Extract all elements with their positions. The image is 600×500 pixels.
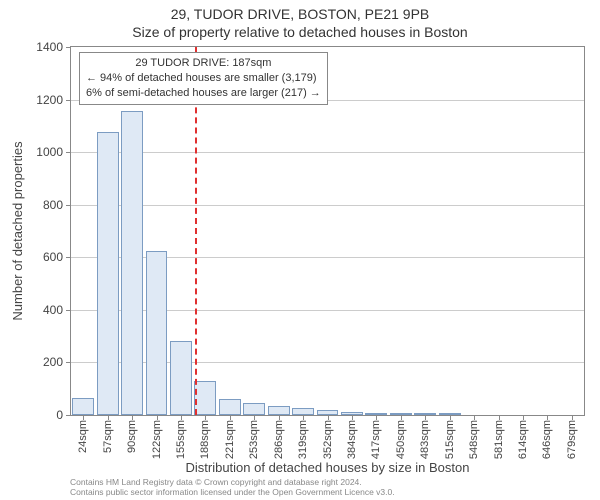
xtick-label: 24sqm bbox=[77, 420, 89, 453]
xtick-label: 253sqm bbox=[248, 420, 260, 459]
figure-title-line2: Size of property relative to detached ho… bbox=[0, 24, 600, 40]
xtick-label: 646sqm bbox=[541, 420, 553, 459]
ytick-mark bbox=[66, 257, 71, 258]
gridline-h bbox=[71, 205, 584, 206]
annotation-line2: ← 94% of detached houses are smaller (3,… bbox=[86, 71, 321, 86]
xtick-label: 417sqm bbox=[370, 420, 382, 459]
xtick-label: 122sqm bbox=[151, 420, 163, 459]
x-axis-label: Distribution of detached houses by size … bbox=[70, 460, 585, 475]
chart-plot-area: 020040060080010001200140024sqm57sqm90sqm… bbox=[70, 46, 585, 416]
ytick-mark bbox=[66, 100, 71, 101]
xtick-label: 319sqm bbox=[297, 420, 309, 459]
ytick-label: 1400 bbox=[36, 40, 63, 54]
ytick-label: 600 bbox=[43, 250, 63, 264]
histogram-bar bbox=[219, 399, 241, 415]
xtick-label: 352sqm bbox=[322, 420, 334, 459]
figure-root: 29, TUDOR DRIVE, BOSTON, PE21 9PB Size o… bbox=[0, 0, 600, 500]
ytick-label: 200 bbox=[43, 355, 63, 369]
ytick-label: 400 bbox=[43, 303, 63, 317]
ytick-mark bbox=[66, 310, 71, 311]
gridline-h bbox=[71, 152, 584, 153]
histogram-bar bbox=[97, 132, 119, 415]
xtick-label: 188sqm bbox=[199, 420, 211, 459]
figure-title-line1: 29, TUDOR DRIVE, BOSTON, PE21 9PB bbox=[0, 6, 600, 22]
histogram-bar bbox=[121, 111, 143, 415]
xtick-label: 679sqm bbox=[566, 420, 578, 459]
histogram-bar bbox=[72, 398, 94, 415]
annotation-line1: 29 TUDOR DRIVE: 187sqm bbox=[86, 56, 321, 71]
xtick-label: 155sqm bbox=[175, 420, 187, 459]
histogram-bar bbox=[268, 406, 290, 415]
xtick-label: 548sqm bbox=[468, 420, 480, 459]
ytick-label: 1200 bbox=[36, 93, 63, 107]
xtick-label: 57sqm bbox=[102, 420, 114, 453]
ytick-mark bbox=[66, 362, 71, 363]
histogram-bar bbox=[194, 381, 216, 415]
ytick-label: 800 bbox=[43, 198, 63, 212]
histogram-bar bbox=[243, 403, 265, 415]
y-axis-label: Number of detached properties bbox=[10, 46, 25, 416]
xtick-label: 614sqm bbox=[517, 420, 529, 459]
xtick-label: 90sqm bbox=[126, 420, 138, 453]
xtick-label: 286sqm bbox=[273, 420, 285, 459]
ytick-mark bbox=[66, 415, 71, 416]
footer-line2: Contains public sector information licen… bbox=[70, 488, 590, 498]
xtick-label: 384sqm bbox=[346, 420, 358, 459]
annotation-line3: 6% of semi-detached houses are larger (2… bbox=[86, 86, 321, 101]
ytick-mark bbox=[66, 47, 71, 48]
annotation-callout: 29 TUDOR DRIVE: 187sqm ← 94% of detached… bbox=[79, 52, 328, 105]
xtick-label: 221sqm bbox=[224, 420, 236, 459]
xtick-label: 515sqm bbox=[444, 420, 456, 459]
ytick-label: 0 bbox=[56, 408, 63, 422]
footer-attribution: Contains HM Land Registry data © Crown c… bbox=[70, 478, 590, 498]
histogram-bar bbox=[146, 251, 168, 415]
ytick-mark bbox=[66, 205, 71, 206]
xtick-label: 581sqm bbox=[493, 420, 505, 459]
xtick-label: 483sqm bbox=[419, 420, 431, 459]
xtick-label: 450sqm bbox=[395, 420, 407, 459]
ytick-mark bbox=[66, 152, 71, 153]
histogram-bar bbox=[170, 341, 192, 415]
ytick-label: 1000 bbox=[36, 145, 63, 159]
